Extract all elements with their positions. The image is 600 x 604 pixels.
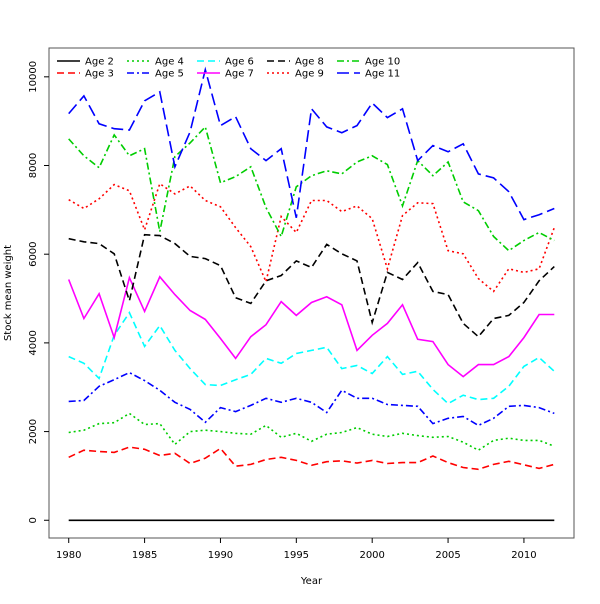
legend-label: Age 10 [365,57,400,68]
y-tick-label: 0 [28,517,39,523]
legend-label: Age 2 [85,57,114,68]
legend-label: Age 7 [225,69,254,80]
series-line-age-5 [68,371,555,427]
x-tick-label: 1990 [208,550,233,561]
x-tick-label: 1995 [284,550,309,561]
x-tick-label: 2010 [511,550,536,561]
legend-label: Age 9 [295,69,324,80]
legend-entry: Age 6 [197,57,254,68]
x-tick-label: 2000 [359,550,384,561]
series-line-age-3 [68,446,555,471]
legend-entry: Age 2 [57,57,114,68]
y-tick-label: 10000 [28,61,39,93]
legend-entry: Age 10 [337,57,400,68]
y-tick-label: 2000 [28,419,39,444]
legend-entry: Age 3 [57,69,114,80]
y-tick-label: 6000 [28,241,39,266]
legend-entry: Age 7 [197,69,254,80]
legend-label: Age 4 [155,57,184,68]
legend-label: Age 6 [225,57,254,68]
legend-entry: Age 8 [267,57,324,68]
y-axis: 0 2000 4000 6000 8000 10000 [28,61,49,523]
y-tick-label: 4000 [28,330,39,355]
series-line-age-6 [68,311,555,405]
legend-entry: Age 9 [267,69,324,80]
x-axis-label: Year [300,576,323,587]
legend-label: Age 5 [155,69,184,80]
series-line-age-7 [67,275,555,378]
plot-frame [48,47,575,539]
legend-entry: Age 4 [127,57,184,68]
legend-label: Age 11 [365,69,400,80]
legend-label: Age 3 [85,69,114,80]
x-tick-label: 1985 [132,550,157,561]
x-tick-label: 2005 [435,550,460,561]
series-line-age-8 [68,233,555,338]
series-line-age-10 [68,125,555,252]
series-line-age-9 [68,182,556,293]
y-axis-label: Stock mean weight [3,245,14,341]
x-tick-label: 1980 [56,550,81,561]
series-line-age-4 [68,412,555,452]
legend-entry: Age 5 [127,69,184,80]
legend-entry: Age 11 [337,69,400,80]
series-line-age-11 [68,66,555,221]
x-axis: 1980 1985 1990 1995 2000 2005 2010 [56,538,537,561]
y-tick-label: 8000 [28,153,39,178]
legend-label: Age 8 [295,57,324,68]
series-lines [67,66,556,522]
